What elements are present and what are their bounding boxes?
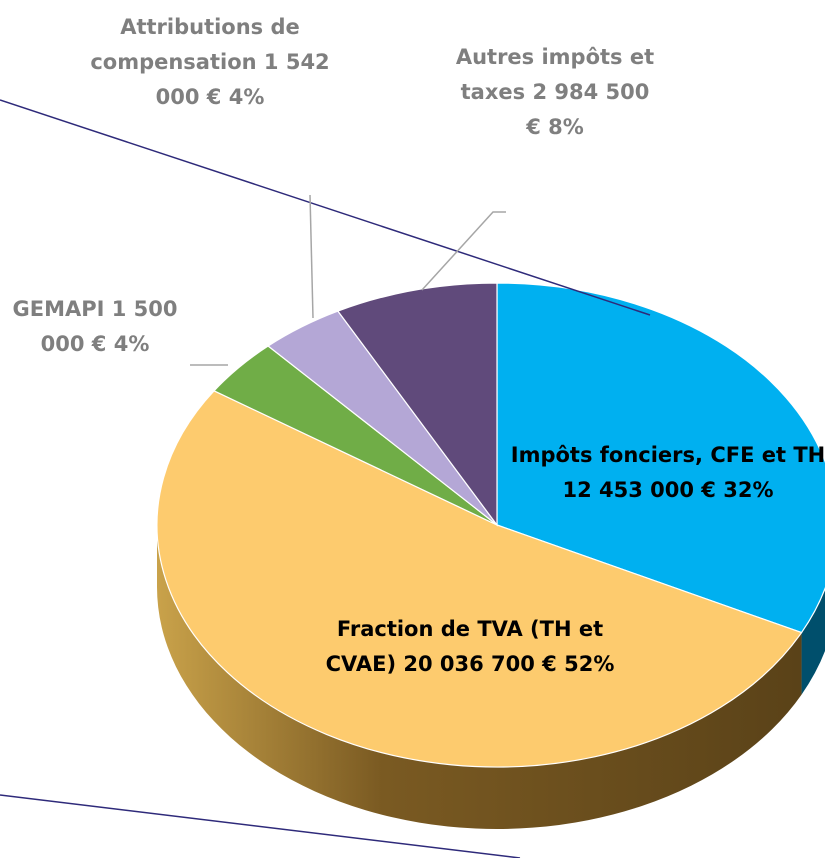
slice-label: Attributions de compensation 1 542 000 €… bbox=[75, 10, 345, 115]
slice-name: GEMAPI bbox=[12, 297, 105, 321]
slice-percent: 4% bbox=[113, 332, 150, 356]
slice-percent: 32% bbox=[723, 478, 774, 502]
slice-name: Attributions de compensation bbox=[90, 15, 300, 74]
pie-slice bbox=[496, 282, 825, 634]
pie-slice bbox=[156, 390, 803, 768]
decor-line bbox=[0, 99, 651, 316]
slice-name: Impôts fonciers, CFE et TH bbox=[510, 443, 825, 467]
slice-label: Fraction de TVA (TH et CVAE) 20 036 700 … bbox=[300, 612, 640, 682]
slice-label: Impôts fonciers, CFE et TH 12 453 000 € … bbox=[498, 438, 825, 508]
slice-name: Fraction de TVA (TH et CVAE) bbox=[325, 617, 604, 676]
slice-label: Autres impôts et taxes 2 984 500 € 8% bbox=[450, 40, 660, 145]
pie-sides bbox=[157, 525, 825, 830]
decor-line bbox=[0, 794, 521, 858]
pie-slice-side bbox=[157, 525, 802, 830]
slice-value: 1 542 000 € bbox=[155, 50, 330, 109]
slice-value: 20 036 700 € bbox=[403, 652, 557, 676]
slice-percent: 8% bbox=[548, 115, 584, 139]
slice-value: 1 500 000 € bbox=[40, 297, 178, 356]
pie-slice bbox=[336, 282, 498, 527]
slice-percent: 4% bbox=[228, 85, 265, 109]
slice-value: 12 453 000 € bbox=[562, 478, 716, 502]
slice-label: GEMAPI 1 500 000 € 4% bbox=[0, 292, 190, 362]
slice-value: 2 984 500 € bbox=[526, 80, 650, 139]
slice-percent: 52% bbox=[564, 652, 615, 676]
leader-line bbox=[309, 194, 314, 319]
slice-name: Autres impôts et taxes bbox=[455, 45, 655, 104]
pie-tops bbox=[156, 282, 825, 768]
pie-slice-side bbox=[801, 588, 825, 695]
leader-line bbox=[421, 211, 506, 291]
